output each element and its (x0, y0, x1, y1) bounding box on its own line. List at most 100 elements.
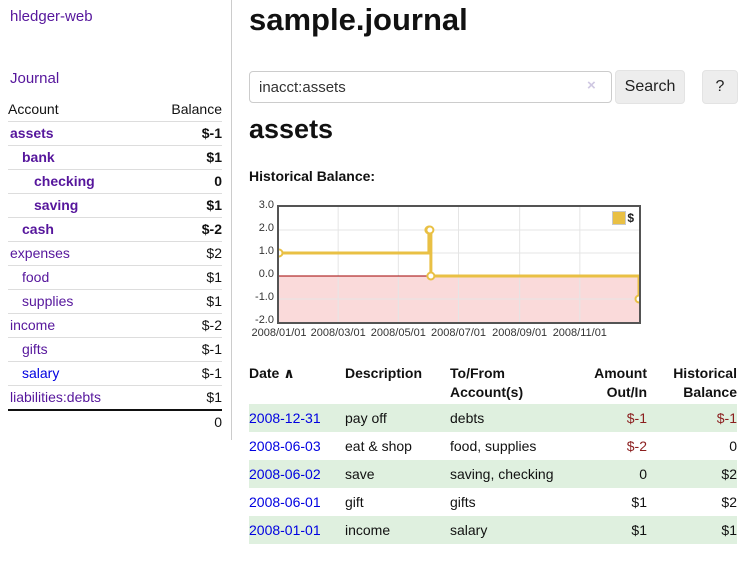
register-description-cell: eat & shop (345, 438, 412, 454)
chart-plot-area: $ (277, 205, 641, 324)
account-link-food[interactable]: food (22, 269, 50, 285)
sidebar-account-row: assets $-1 (8, 121, 222, 146)
chart-x-tick-label: 2008/05/01 (370, 327, 426, 339)
account-balance: $-1 (146, 361, 222, 386)
sidebar-account-cell: cash (8, 217, 147, 242)
chart-x-tick-label: 2008/03/01 (310, 327, 366, 339)
transaction-date-link[interactable]: 2008-12-31 (249, 410, 321, 426)
account-link-salary[interactable]: salary (22, 365, 60, 381)
account-balance: $-2 (146, 313, 222, 338)
sidebar-account-row: checking 0 (8, 169, 222, 194)
sidebar-account-cell: saving (8, 193, 147, 218)
sidebar-account-row: supplies $1 (8, 289, 222, 314)
register-accounts-cell: food, supplies (450, 438, 537, 454)
sidebar-total-balance: 0 (146, 409, 222, 434)
register-accounts-cell: debts (450, 404, 562, 432)
account-link-saving[interactable]: saving (34, 197, 79, 213)
chart-y-tick-label: 2.0 (258, 222, 274, 234)
chart-x-tick-label: 2008/07/01 (430, 327, 487, 339)
sidebar: hledger-web Journal Account Balance asse… (0, 0, 232, 440)
account-link-bank[interactable]: bank (22, 149, 55, 165)
sidebar-account-cell: supplies (8, 289, 147, 314)
search-button[interactable]: Search (615, 70, 685, 104)
sidebar-total-spacer (8, 409, 147, 434)
sidebar-account-table-header: Account Balance (8, 98, 222, 122)
nav-journal-link[interactable]: Journal (10, 70, 60, 87)
balance-column-header: Balance (171, 101, 222, 117)
account-balance: $-2 (146, 217, 222, 242)
account-link-income[interactable]: income (10, 317, 56, 333)
chart-x-tick-label: 2008/01/01 (251, 327, 307, 339)
register-header-label: Amount Out/In (594, 365, 647, 400)
register-amount-cell: $1 (631, 494, 647, 510)
register-date-cell: 2008-06-02 (249, 460, 345, 488)
register-header-label: Date (249, 365, 280, 381)
chart-y-tick-label: 3.0 (258, 199, 274, 211)
account-balance: $1 (146, 385, 222, 410)
register-amount-cell: 0 (562, 460, 647, 488)
chart-x-tick-label: 2008/09/01 (492, 327, 548, 339)
account-link-liabilities-debts[interactable]: liabilities:debts (10, 389, 102, 405)
sidebar-account-cell: expenses (8, 241, 147, 266)
register-header-date: Date ∧ (249, 362, 345, 404)
search-form: × Search ? (249, 70, 741, 106)
register-header-label: Historical Balance (673, 365, 737, 400)
legend-swatch-icon (612, 211, 627, 225)
register-row: 2008-01-01 income salary $1 $1 (249, 516, 737, 544)
sidebar-account-table: Account Balance assets $-1 bank $1 checking 0… (8, 98, 222, 434)
register-accounts-cell: saving, checking (450, 460, 562, 488)
register-description-cell: save (345, 460, 450, 488)
register-accounts-cell: salary (450, 516, 562, 544)
register-date-cell: 2008-06-01 (249, 488, 345, 516)
register-header-label: To/From Account(s) (450, 365, 524, 400)
search-input[interactable] (249, 71, 612, 103)
account-link-gifts[interactable]: gifts (22, 341, 48, 357)
chart-y-tick-label: -2.0 (255, 314, 274, 326)
sidebar-account-cell: gifts (8, 337, 147, 362)
sidebar-account-cell: food (8, 265, 147, 290)
account-balance: $1 (146, 265, 222, 290)
chart-point-marker (634, 294, 639, 304)
sidebar-account-row: cash $-2 (8, 217, 222, 242)
register-header-description: Description (345, 362, 450, 404)
sidebar-account-row: saving $1 (8, 193, 222, 218)
register-row: 2008-12-31 pay off debts $-1 $-1 (249, 404, 737, 432)
register-row: 2008-06-03 eat & shop food, supplies $-2 0 (249, 432, 737, 460)
transaction-date-link[interactable]: 2008-06-02 (249, 466, 321, 482)
sidebar-account-row: income $-2 (8, 313, 222, 338)
account-link-checking[interactable]: checking (34, 173, 95, 189)
clear-search-icon[interactable]: × (587, 77, 596, 94)
register-description-cell: pay off (345, 404, 450, 432)
register-balance-cell: $2 (721, 494, 737, 510)
sidebar-account-row: liabilities:debts $1 (8, 385, 222, 410)
register-description-cell: gift (345, 494, 364, 510)
account-link-expenses[interactable]: expenses (10, 245, 70, 261)
account-link-cash[interactable]: cash (22, 221, 54, 237)
account-heading: assets (249, 114, 334, 144)
sidebar-account-cell: bank (8, 145, 147, 170)
register-balance-cell: $-1 (647, 404, 737, 432)
sidebar-total-row: 0 (8, 409, 222, 434)
sidebar-account-row: salary $-1 (8, 361, 222, 386)
sidebar-account-table-body: assets $-1 bank $1 checking 0 saving $1 cash $-2 e… (8, 121, 222, 434)
legend-label: $ (627, 211, 634, 225)
balance-chart-svg (279, 207, 639, 322)
register-balance-cell: $1 (647, 516, 737, 544)
register-date-cell: 2008-01-01 (249, 516, 345, 544)
transaction-date-link[interactable]: 2008-06-03 (249, 438, 321, 454)
register-amount-cell: $-1 (562, 404, 647, 432)
register-accounts-cell: gifts (450, 494, 476, 510)
account-balance: $-1 (146, 121, 222, 146)
chart-point-marker (279, 248, 284, 258)
account-balance: $-1 (146, 337, 222, 362)
chart-y-tick-label: 1.0 (258, 245, 274, 257)
register-balance-cell: $2 (647, 460, 737, 488)
account-link-assets[interactable]: assets (10, 125, 54, 141)
transaction-date-link[interactable]: 2008-01-01 (249, 522, 321, 538)
account-link-supplies[interactable]: supplies (22, 293, 74, 309)
sidebar-account-cell: assets (8, 121, 147, 146)
sort-ascending-icon: ∧ (283, 365, 295, 381)
transaction-date-link[interactable]: 2008-06-01 (249, 494, 321, 510)
app-brand-link[interactable]: hledger-web (10, 8, 93, 25)
help-button[interactable]: ? (702, 70, 738, 104)
